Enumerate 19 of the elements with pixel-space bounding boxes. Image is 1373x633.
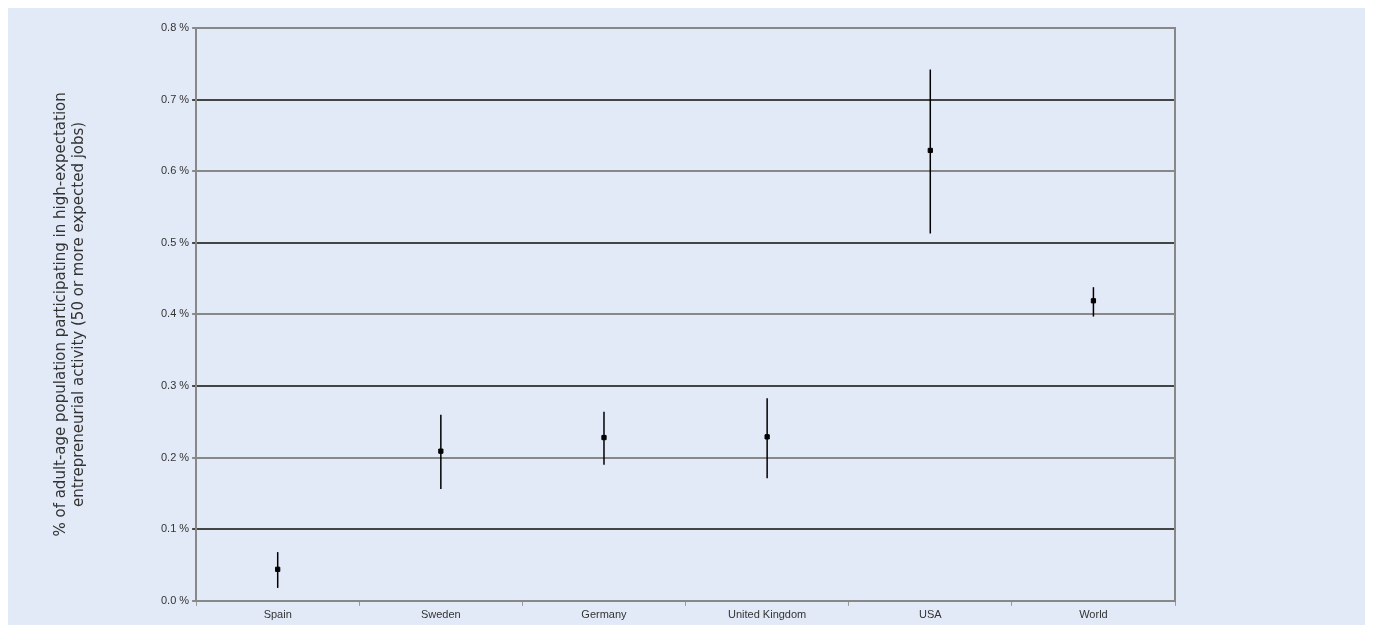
y-tick-label: 0.0 % bbox=[160, 593, 190, 606]
y-tick-label: 0.2 % bbox=[160, 450, 190, 463]
y-tick-label: 0.6 % bbox=[160, 164, 190, 177]
y-axis-title: % of adult-age population participating in high-expectation entrepreneurial activity (50 or more expected jobs) bbox=[50, 92, 87, 537]
x-tick-label: Sweden bbox=[420, 608, 461, 621]
point bbox=[438, 448, 444, 454]
point bbox=[764, 434, 770, 440]
point bbox=[1090, 298, 1097, 304]
y-tick-label: 0.4 % bbox=[160, 307, 190, 320]
y-tick-label: 0.5 % bbox=[160, 235, 190, 248]
y-tick-label: 0.1 % bbox=[160, 522, 190, 535]
x-tick-label: United Kingdom bbox=[728, 608, 807, 621]
y-tick-label: 0.3 % bbox=[160, 379, 190, 392]
y-tick-label: 0.8 % bbox=[160, 21, 190, 34]
x-tick-label: World bbox=[1079, 608, 1108, 621]
x-tick-label: USA bbox=[918, 608, 943, 621]
x-tick-label: Spain bbox=[263, 608, 292, 621]
y-tick-label: 0.7 % bbox=[160, 92, 190, 105]
x-tick-label: Germany bbox=[581, 608, 628, 621]
